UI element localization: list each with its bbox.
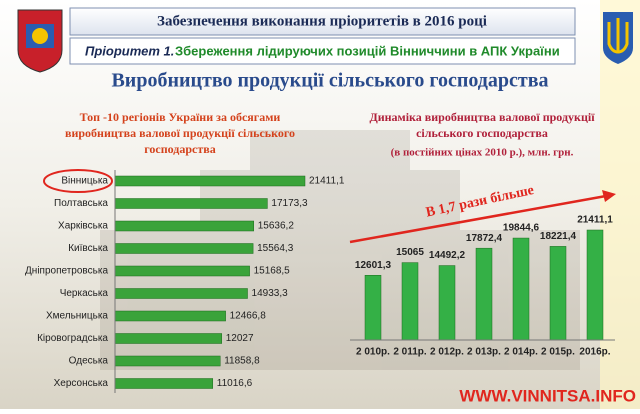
bar: [114, 355, 221, 367]
category-label: 2 011р.: [393, 347, 427, 358]
section-title: Виробництво продукції сільського господа…: [111, 70, 548, 92]
bar: [114, 333, 222, 344]
value-label: 14933,3: [252, 288, 289, 299]
priority-box: [69, 37, 576, 65]
bar: [114, 288, 248, 299]
category-label: Дніпропетровська: [25, 266, 108, 277]
value-label: 15636,2: [258, 221, 295, 232]
trident-emblem: [603, 12, 633, 64]
bar: [401, 262, 419, 341]
value-label: 12027: [226, 333, 254, 344]
bar: [549, 246, 567, 341]
category-label: Київська: [68, 243, 108, 254]
value-label: 21411,1: [577, 215, 613, 226]
coat-of-arms: [17, 9, 63, 73]
category-label: 2 015р.: [541, 347, 575, 358]
chart-subtitle: (в постійних цінах 2010 р.), млн. грн.: [391, 147, 574, 159]
bar: [114, 243, 254, 254]
chart-title: Динаміка виробництва валової продукції: [369, 110, 595, 124]
value-label: 11858,8: [224, 356, 260, 367]
value-label: 15564,3: [257, 243, 294, 254]
category-label: Хмельницька: [46, 311, 108, 322]
side-strip: [600, 0, 640, 409]
category-label: Черкаська: [60, 288, 109, 299]
header-title: Забезпечення виконання пріоритетів в 201…: [157, 13, 487, 29]
trend-arrow: [349, 194, 607, 244]
category-label: 2 010р.: [356, 347, 390, 358]
category-label: Полтавська: [54, 198, 108, 209]
category-label: Одеська: [69, 356, 109, 367]
value-label: 19844,6: [503, 223, 540, 234]
highlight-circle: [43, 169, 113, 193]
chart-title: виробництва валової продукції сільського: [65, 126, 295, 140]
value-label: 15168,5: [254, 266, 291, 277]
value-label: 17173,3: [271, 198, 308, 209]
bar: [364, 275, 382, 341]
watermark: WWW.VINNITSA.INFO: [459, 386, 636, 405]
category-label: 2 013р.: [467, 347, 501, 358]
bar: [114, 310, 226, 322]
bar: [114, 175, 306, 187]
bar: [512, 237, 530, 341]
header-box: [69, 7, 576, 36]
value-label: 11016,6: [217, 378, 253, 389]
chart-title: господарства: [144, 142, 216, 156]
value-label: 15065: [396, 247, 424, 258]
bar: [114, 265, 250, 277]
bar: [586, 229, 604, 341]
value-label: 21411,1: [309, 176, 345, 187]
bar: [475, 247, 493, 341]
trend-arrowhead: [602, 190, 616, 202]
category-label: Харківська: [58, 221, 108, 232]
value-label: 12601,3: [355, 260, 392, 271]
bar: [114, 220, 255, 232]
category-label: 2 014р.: [504, 347, 538, 358]
category-label: 2016р.: [579, 347, 610, 358]
bar: [438, 265, 456, 341]
chart-title: Топ -10 регіонів України за обсягами: [80, 110, 281, 124]
priority-text: Збереження лідируючих позицій Вінниччини…: [175, 43, 560, 58]
category-label: Кіровоградська: [37, 333, 108, 344]
bar: [114, 198, 268, 209]
category-label: 2 012р.: [430, 347, 464, 358]
bar: [114, 378, 214, 389]
chart-title: сільського господарства: [416, 126, 548, 140]
value-label: 18221,4: [540, 231, 577, 242]
value-label: 17872,4: [466, 233, 503, 244]
category-label: Вінницька: [61, 176, 108, 187]
value-label: 12466,8: [230, 311, 267, 322]
priority-label: Пріоритет 1.: [85, 43, 174, 58]
category-label: Херсонська: [54, 378, 109, 389]
value-label: 14492,2: [429, 250, 466, 261]
